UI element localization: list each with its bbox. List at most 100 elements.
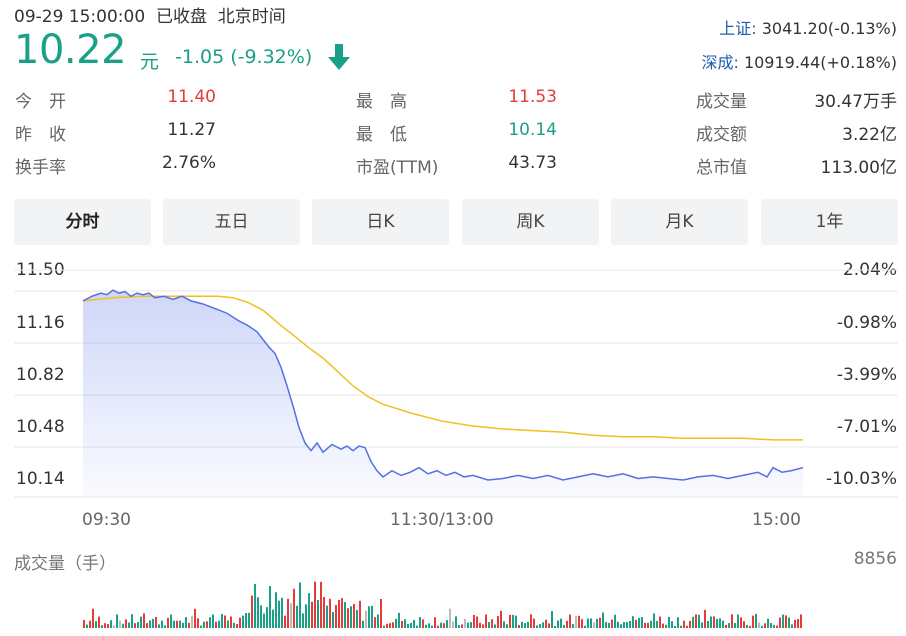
pe-value: 43.73 xyxy=(508,153,557,173)
volume-bar xyxy=(512,614,514,628)
volume-bar xyxy=(587,618,589,628)
y-tick-label: 11.16 xyxy=(16,313,65,333)
volume-bar xyxy=(755,613,757,628)
volume-bar xyxy=(581,619,583,628)
volume-bar xyxy=(263,613,265,628)
volume-bar xyxy=(185,617,187,628)
volume-bar xyxy=(161,620,163,628)
tab-monthly-k[interactable]: 月K xyxy=(611,199,748,245)
tab-five-day[interactable]: 五日 xyxy=(163,199,300,245)
high-label: 最 高 xyxy=(356,92,407,112)
volume-bar xyxy=(179,620,181,628)
y-tick-label: 10.14 xyxy=(16,469,65,489)
x-tick-label: 15:00 xyxy=(752,510,801,530)
volume-bar xyxy=(275,592,277,628)
volume-bar xyxy=(659,616,661,628)
price-area-fill xyxy=(83,290,803,497)
low-label: 最 低 xyxy=(356,125,407,145)
volume-bar xyxy=(482,624,484,628)
y-tick-label: 10.82 xyxy=(16,365,65,385)
volume-bar xyxy=(134,623,136,628)
volume-bar xyxy=(677,617,679,628)
open-value: 11.40 xyxy=(167,87,216,107)
volume-bar xyxy=(503,621,505,628)
volume-bar xyxy=(488,622,490,628)
volume-bar xyxy=(245,613,247,628)
volume-bar xyxy=(230,616,232,628)
low-value: 10.14 xyxy=(508,120,557,140)
volume-bar xyxy=(272,609,274,628)
volume-bar xyxy=(365,610,367,628)
volume-bar xyxy=(371,605,373,628)
volume-bar xyxy=(467,622,469,628)
volume-bar xyxy=(722,620,724,628)
volume-bar xyxy=(194,608,196,628)
volume-bar xyxy=(401,621,403,628)
x-tick-label: 11:30/13:00 xyxy=(390,510,494,530)
index-shanghai-value: 3041.20(-0.13%) xyxy=(761,19,897,38)
volume-bar xyxy=(239,617,241,628)
volume-bar xyxy=(290,603,292,628)
volume-bar xyxy=(416,625,418,628)
tab-one-year[interactable]: 1年 xyxy=(761,199,898,245)
index-shanghai[interactable]: 上证: 3041.20(-0.13%) xyxy=(719,15,897,39)
volume-bar xyxy=(779,617,781,628)
chart-period-tabs: 分时 五日 日K 周K 月K 1年 xyxy=(14,199,898,245)
volume-bar xyxy=(410,623,412,628)
volume-bar xyxy=(689,620,691,628)
volume-bar xyxy=(797,619,799,628)
y-pct-tick-label: -7.01% xyxy=(836,417,897,437)
tab-weekly-k[interactable]: 周K xyxy=(462,199,599,245)
volume-bar xyxy=(98,616,100,628)
volume-bar xyxy=(584,625,586,628)
volume-bar xyxy=(131,614,133,628)
volume-bar xyxy=(650,620,652,628)
volume-bar xyxy=(590,618,592,628)
volume-bar xyxy=(203,621,205,628)
volume-bar xyxy=(392,622,394,628)
volume-bar xyxy=(356,609,358,628)
volume-bar xyxy=(704,609,706,628)
volume-bar xyxy=(692,616,694,628)
volume-bar xyxy=(323,597,325,628)
volume-bar xyxy=(221,614,223,628)
volume-bar xyxy=(599,617,601,628)
volume-bar xyxy=(794,619,796,628)
volume-bar xyxy=(602,612,604,628)
volume-bar xyxy=(155,616,157,628)
volume-bar xyxy=(146,623,148,628)
volume-bar xyxy=(377,614,379,628)
volume-bar xyxy=(476,616,478,628)
timezone: 北京时间 xyxy=(217,7,286,27)
down-arrow-icon xyxy=(328,44,350,70)
index-shenzhen-label[interactable]: 深成: xyxy=(701,53,739,72)
volume-bar xyxy=(497,616,499,628)
tab-daily-k[interactable]: 日K xyxy=(312,199,449,245)
volume-bar xyxy=(413,619,415,628)
volume-bar xyxy=(728,623,730,628)
volume-bar xyxy=(626,622,628,628)
volume-bar xyxy=(269,586,271,628)
volume-bar xyxy=(296,605,298,628)
index-shanghai-label[interactable]: 上证: xyxy=(719,19,757,38)
index-shenzhen[interactable]: 深成: 10919.44(+0.18%) xyxy=(701,49,897,73)
volume-bar xyxy=(641,617,643,628)
volume-bar xyxy=(173,620,175,628)
y-pct-tick-label: -3.99% xyxy=(836,365,897,385)
volume-bar xyxy=(284,615,286,628)
volume-bar xyxy=(764,623,766,628)
tab-intraday[interactable]: 分时 xyxy=(14,199,151,245)
volume-bar xyxy=(152,618,154,628)
pe-label: 市盈(TTM) xyxy=(356,158,439,178)
turnover-label: 换手率 xyxy=(15,158,66,178)
volume-bar xyxy=(608,622,610,628)
volume-bar xyxy=(593,622,595,628)
volume-bar xyxy=(470,622,472,628)
price-unit: 元 xyxy=(140,51,160,73)
volume-value: 30.47万手 xyxy=(814,92,897,112)
volume-bar xyxy=(353,604,355,628)
volume-bar xyxy=(761,625,763,628)
volume-bar xyxy=(362,620,364,628)
volume-bar xyxy=(758,622,760,628)
volume-bar xyxy=(698,614,700,628)
